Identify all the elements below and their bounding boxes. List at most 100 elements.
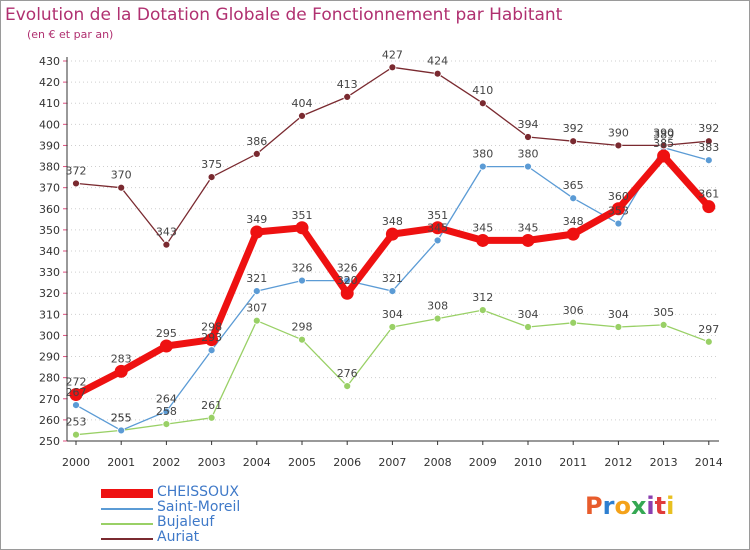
data-point — [207, 173, 216, 182]
x-tick-label: 2007 — [378, 456, 406, 469]
data-point — [431, 221, 445, 235]
data-label: 370 — [111, 169, 132, 182]
y-tick-label: 310 — [39, 308, 60, 321]
legend-label: Auriat — [157, 529, 200, 545]
data-point — [298, 276, 306, 285]
data-point — [162, 240, 171, 249]
data-point — [162, 420, 171, 429]
legend-label: Bujaleuf — [157, 514, 215, 530]
data-label: 258 — [156, 405, 177, 418]
x-tick-label: 2014 — [695, 456, 723, 469]
data-label: 297 — [698, 323, 719, 336]
x-tick-label: 2005 — [288, 456, 316, 469]
data-label: 308 — [427, 300, 448, 313]
data-point — [72, 179, 80, 188]
legend-swatch — [101, 538, 153, 540]
data-point — [388, 323, 397, 331]
data-label: 304 — [382, 308, 403, 321]
data-point — [704, 337, 713, 346]
data-label: 365 — [563, 179, 584, 192]
data-label: 304 — [518, 308, 539, 321]
data-point — [524, 323, 532, 331]
data-point — [343, 276, 352, 285]
y-tick-label: 280 — [39, 372, 60, 385]
data-point — [566, 227, 580, 241]
x-tick-label: 2008 — [424, 456, 452, 469]
series-layer — [69, 63, 716, 439]
data-point — [702, 200, 716, 214]
data-label: 298 — [201, 321, 222, 334]
data-label: 351 — [292, 209, 313, 222]
data-label: 404 — [292, 97, 313, 110]
data-point — [614, 141, 623, 150]
data-point — [659, 320, 668, 329]
data-label: 343 — [156, 226, 177, 239]
data-point — [343, 382, 352, 391]
data-point — [117, 183, 126, 192]
data-label: 304 — [608, 308, 629, 321]
data-label: 272 — [66, 376, 87, 389]
legend-item: Bujaleuf — [101, 514, 301, 532]
x-tick-label: 2003 — [198, 456, 226, 469]
data-point — [250, 225, 264, 239]
data-point — [252, 149, 261, 158]
y-tick-label: 380 — [39, 161, 60, 174]
data-label: 326 — [292, 262, 313, 275]
data-point — [569, 318, 578, 327]
data-label: 283 — [111, 352, 132, 365]
data-label: 424 — [427, 55, 448, 68]
x-axis: 2000 2001 2002 2003 2004 2005 2006 2007 2008 2009… — [62, 440, 723, 469]
data-point — [433, 314, 442, 323]
data-point — [611, 202, 625, 216]
data-point — [478, 162, 487, 171]
data-label: 386 — [246, 135, 267, 148]
data-label: 385 — [653, 137, 674, 150]
y-tick-label: 410 — [39, 97, 60, 110]
grid — [67, 60, 719, 442]
data-label: 413 — [337, 78, 358, 91]
y-tick-label: 420 — [39, 76, 60, 89]
y-tick-label: 330 — [39, 266, 60, 279]
data-label: 255 — [111, 411, 132, 424]
data-label: 360 — [608, 190, 629, 203]
y-tick-label: 400 — [39, 118, 60, 131]
data-label: 372 — [66, 164, 87, 177]
data-point — [524, 133, 532, 141]
legend-swatch — [101, 523, 153, 525]
data-point — [69, 388, 83, 402]
data-label: 380 — [518, 148, 539, 161]
x-tick-label: 2006 — [333, 456, 361, 469]
y-tick-label: 340 — [39, 245, 60, 258]
data-label: 351 — [427, 209, 448, 222]
logo-letter: t — [654, 492, 667, 520]
y-tick-label: 290 — [39, 351, 60, 364]
logo-letter: i — [646, 492, 655, 520]
data-label: 261 — [201, 399, 222, 412]
data-point — [657, 149, 671, 163]
logo-letter: o — [614, 492, 631, 520]
data-label: 276 — [337, 367, 358, 380]
data-point — [207, 413, 216, 422]
data-label: 345 — [427, 221, 448, 234]
data-point — [614, 323, 623, 331]
data-point — [162, 407, 171, 416]
logo-letter: x — [630, 492, 647, 520]
data-label: 321 — [382, 272, 403, 285]
y-tick-label: 370 — [39, 182, 60, 195]
data-point — [659, 141, 668, 150]
data-point — [205, 333, 219, 347]
y-tick-label: 430 — [39, 55, 60, 68]
data-label: 255 — [111, 411, 132, 424]
data-point — [569, 137, 578, 146]
data-label: 267 — [66, 386, 87, 399]
x-tick-label: 2010 — [514, 456, 542, 469]
data-label: 361 — [698, 188, 719, 201]
legend-swatch — [101, 489, 153, 498]
data-label: 253 — [66, 416, 87, 429]
data-label: 264 — [156, 392, 177, 405]
data-label: 312 — [472, 291, 493, 304]
legend-label: CHEISSOUX — [157, 484, 239, 500]
data-label: 353 — [608, 205, 629, 218]
